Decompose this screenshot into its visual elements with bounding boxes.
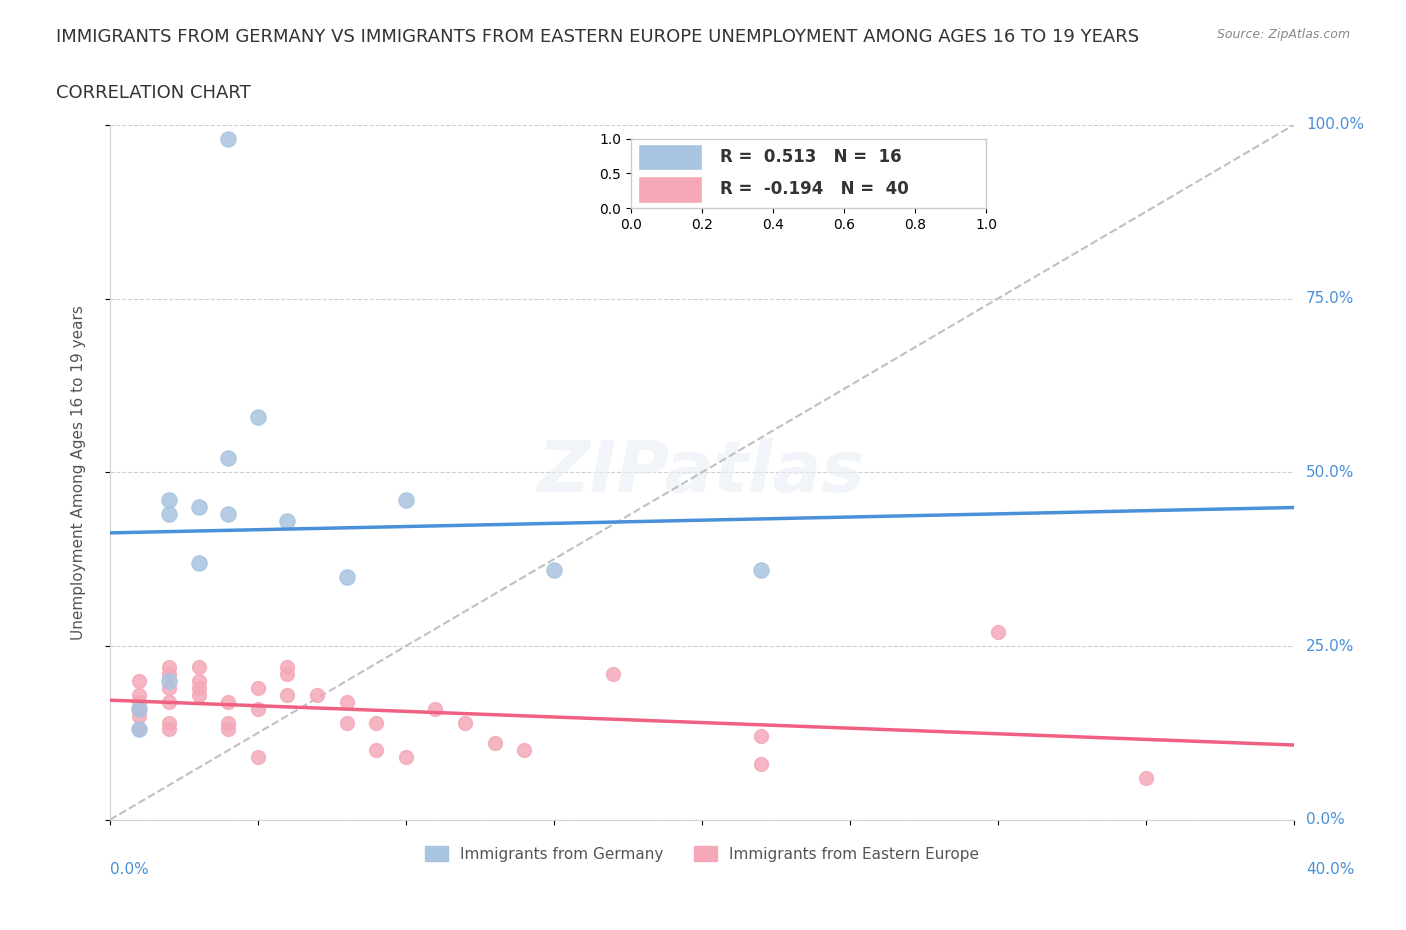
Text: 0.0%: 0.0% <box>110 861 149 877</box>
Point <box>276 687 298 702</box>
Point <box>484 736 506 751</box>
Point <box>157 694 180 709</box>
Text: 0.0%: 0.0% <box>1306 812 1344 828</box>
Point <box>157 667 180 682</box>
Point <box>246 681 269 696</box>
Text: CORRELATION CHART: CORRELATION CHART <box>56 84 252 101</box>
Point <box>602 667 624 682</box>
Point <box>749 757 772 772</box>
Point <box>187 673 209 688</box>
Text: 50.0%: 50.0% <box>1306 465 1354 480</box>
Point <box>187 499 209 514</box>
Point <box>157 722 180 737</box>
Text: 25.0%: 25.0% <box>1306 639 1354 654</box>
Point <box>128 701 150 716</box>
Point <box>157 681 180 696</box>
Point <box>1135 771 1157 786</box>
Point <box>425 701 447 716</box>
Point <box>395 493 418 508</box>
Point <box>336 715 359 730</box>
Text: 40.0%: 40.0% <box>1306 861 1354 877</box>
Point <box>157 493 180 508</box>
Point <box>217 451 239 466</box>
Point <box>217 694 239 709</box>
Legend: Immigrants from Germany, Immigrants from Eastern Europe: Immigrants from Germany, Immigrants from… <box>419 840 986 868</box>
Point <box>276 513 298 528</box>
Point <box>276 667 298 682</box>
Point <box>454 715 477 730</box>
Point <box>366 715 388 730</box>
Point <box>217 722 239 737</box>
Point <box>513 743 536 758</box>
Text: Source: ZipAtlas.com: Source: ZipAtlas.com <box>1216 28 1350 41</box>
Point <box>187 687 209 702</box>
Text: ZIPatlas: ZIPatlas <box>538 438 866 507</box>
Point <box>217 507 239 522</box>
Point <box>276 659 298 674</box>
Point <box>187 659 209 674</box>
Point <box>128 701 150 716</box>
Point <box>157 507 180 522</box>
Text: 75.0%: 75.0% <box>1306 291 1354 306</box>
Point <box>128 673 150 688</box>
Point <box>543 562 565 577</box>
Point <box>246 409 269 424</box>
Point <box>246 701 269 716</box>
Text: IMMIGRANTS FROM GERMANY VS IMMIGRANTS FROM EASTERN EUROPE UNEMPLOYMENT AMONG AGE: IMMIGRANTS FROM GERMANY VS IMMIGRANTS FR… <box>56 28 1139 46</box>
Y-axis label: Unemployment Among Ages 16 to 19 years: Unemployment Among Ages 16 to 19 years <box>72 305 86 640</box>
Point <box>187 555 209 570</box>
Point <box>157 673 180 688</box>
Point <box>246 750 269 764</box>
Point <box>307 687 329 702</box>
Point <box>128 722 150 737</box>
Point <box>187 681 209 696</box>
Point <box>336 694 359 709</box>
Point <box>217 131 239 146</box>
Point <box>157 715 180 730</box>
Point <box>157 659 180 674</box>
Point <box>217 715 239 730</box>
Point <box>749 729 772 744</box>
Point <box>366 743 388 758</box>
Point <box>987 625 1010 640</box>
Point <box>128 708 150 723</box>
Point <box>395 750 418 764</box>
Point <box>128 694 150 709</box>
Point <box>128 687 150 702</box>
Point <box>749 562 772 577</box>
Point <box>336 569 359 584</box>
Point <box>128 722 150 737</box>
Text: 100.0%: 100.0% <box>1306 117 1364 132</box>
